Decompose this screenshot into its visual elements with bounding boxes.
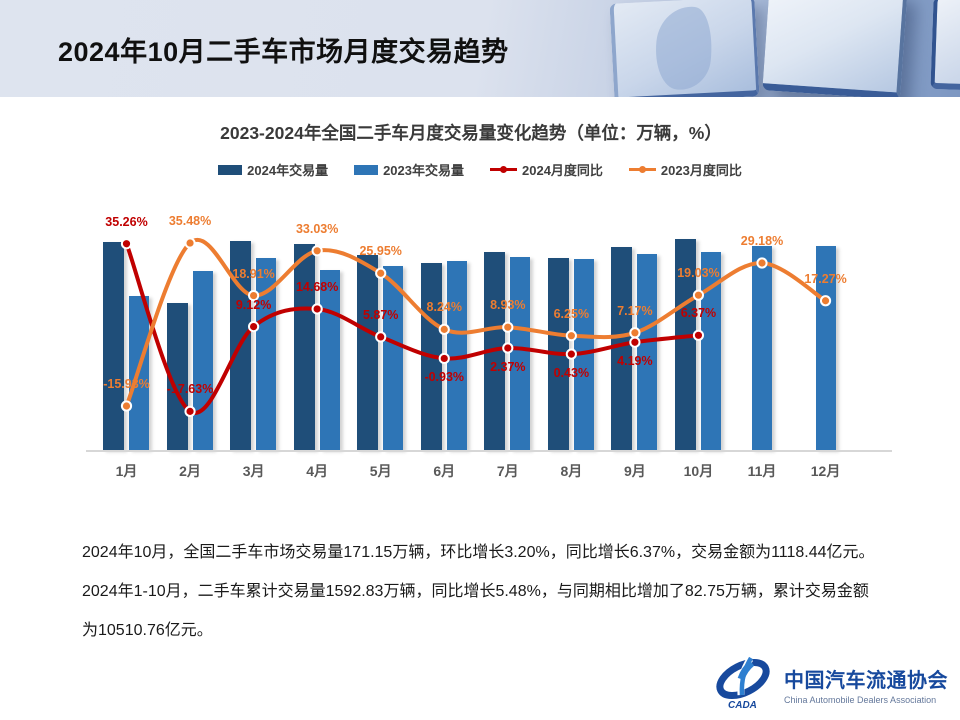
header-banner: 2024年10月二手车市场月度交易趋势 (0, 0, 960, 97)
legend-label: 2023月度同比 (660, 163, 742, 178)
point-value-label: 17.27% (804, 271, 847, 286)
x-axis-label: 12月 (810, 463, 841, 479)
bar-2023 (752, 246, 772, 450)
point-value-label: 18.91% (232, 266, 275, 281)
cada-logo-icon: CADA (716, 656, 770, 711)
bar-2023 (319, 269, 340, 450)
chart-legend: 2024年交易量 2023年交易量 2024月度同比 2023月度同比 (0, 160, 960, 179)
legend-item: 2023月度同比 (628, 160, 742, 179)
x-axis-label: 1月 (115, 463, 138, 479)
bar-2023 (383, 265, 404, 450)
legend-dot (500, 166, 507, 173)
point-value-label: 9.12% (235, 297, 272, 312)
logo: CADA 中国汽车流通协会 China Automobile Dealers A… (714, 654, 950, 714)
legend-item: 2023年交易量 (354, 160, 464, 179)
cube-graphic (930, 0, 960, 92)
point-value-label: 14.68% (295, 279, 339, 294)
point-value-label: 8.93% (490, 298, 526, 313)
cube-graphic (609, 0, 760, 97)
bar-2024 (547, 258, 569, 450)
bar-2023 (129, 296, 149, 450)
bar-2024 (103, 241, 124, 450)
point-value-label: 35.48% (168, 214, 212, 229)
point-value-label: 29.18% (740, 233, 784, 248)
point-value-label: 8.24% (426, 300, 462, 315)
point-value-label: 33.03% (295, 221, 339, 236)
point-value-label: 19.03% (677, 266, 720, 281)
legend-dot (638, 166, 646, 173)
point-value-label: 7.17% (617, 303, 653, 318)
legend-label: 2024月度同比 (522, 163, 603, 178)
x-axis-label: 3月 (242, 463, 265, 479)
legend-line-swatch (628, 165, 656, 174)
bar-2024 (484, 252, 506, 450)
point-value-label: -15.93% (103, 376, 150, 391)
x-axis-line (86, 450, 892, 452)
bar-2023 (510, 256, 531, 450)
point-value-label: 5.87% (362, 307, 399, 322)
cube-graphic (762, 0, 908, 97)
legend-label: 2023年交易量 (383, 163, 464, 178)
x-axis-label: 6月 (433, 463, 456, 479)
x-axis-label: 8月 (560, 463, 583, 479)
x-axis-label: 7月 (496, 463, 519, 479)
summary-line: 2024年1-10月，二手车累计交易量1592.83万辆，同比增长5.48%，与… (82, 583, 869, 600)
legend-item: 2024月度同比 (490, 160, 603, 179)
x-axis-label: 10月 (683, 463, 714, 479)
bar-2024 (611, 247, 633, 450)
summary-line: 为10510.76亿元。 (82, 622, 213, 639)
bar-2023 (446, 260, 467, 450)
point-value-label: 6.25% (553, 306, 590, 321)
svg-text:CADA: CADA (728, 700, 757, 711)
point-value-label: -17.63% (166, 382, 214, 397)
page-title: 2024年10月二手车市场月度交易趋势 (58, 37, 509, 67)
bar-2023 (637, 254, 658, 450)
x-axis-label: 2月 (179, 463, 201, 479)
legend-label: 2024年交易量 (247, 163, 329, 178)
point-value-label: 2.37% (490, 359, 526, 374)
logo-name-en: China Automobile Dealers Association (784, 694, 937, 705)
chart-title: 2023-2024年全国二手车月度交易量变化趋势（单位：万辆，%） (220, 123, 722, 143)
legend-line-swatch (490, 165, 517, 174)
summary-line: 2024年10月，全国二手车市场交易量171.15万辆，环比增长3.20%，同比… (82, 544, 875, 561)
legend-bar-swatch (354, 164, 379, 175)
point-value-label: -0.93% (424, 370, 465, 385)
bar-2023 (700, 251, 721, 450)
world-map-graphic (651, 3, 717, 93)
line-point (184, 237, 196, 249)
point-value-label: 6.37% (680, 306, 717, 321)
bar-2024 (420, 262, 442, 450)
x-axis-label: 9月 (623, 463, 646, 479)
point-value-label: 0.43% (553, 366, 590, 381)
x-axis-label: 5月 (369, 463, 392, 479)
point-value-label: 25.95% (359, 244, 402, 259)
logo-name-cn: 中国汽车流通协会 (784, 669, 948, 692)
point-value-label: 35.26% (105, 214, 148, 229)
legend-item: 2024年交易量 (218, 160, 328, 179)
summary-text: 2024年10月，全国二手车市场交易量171.15万辆，环比增长3.20%，同比… (82, 545, 942, 662)
legend-bar-swatch (218, 164, 243, 175)
point-value-label: 4.19% (617, 354, 653, 369)
x-axis-label: 4月 (306, 463, 329, 479)
x-axis-label: 11月 (747, 463, 777, 479)
